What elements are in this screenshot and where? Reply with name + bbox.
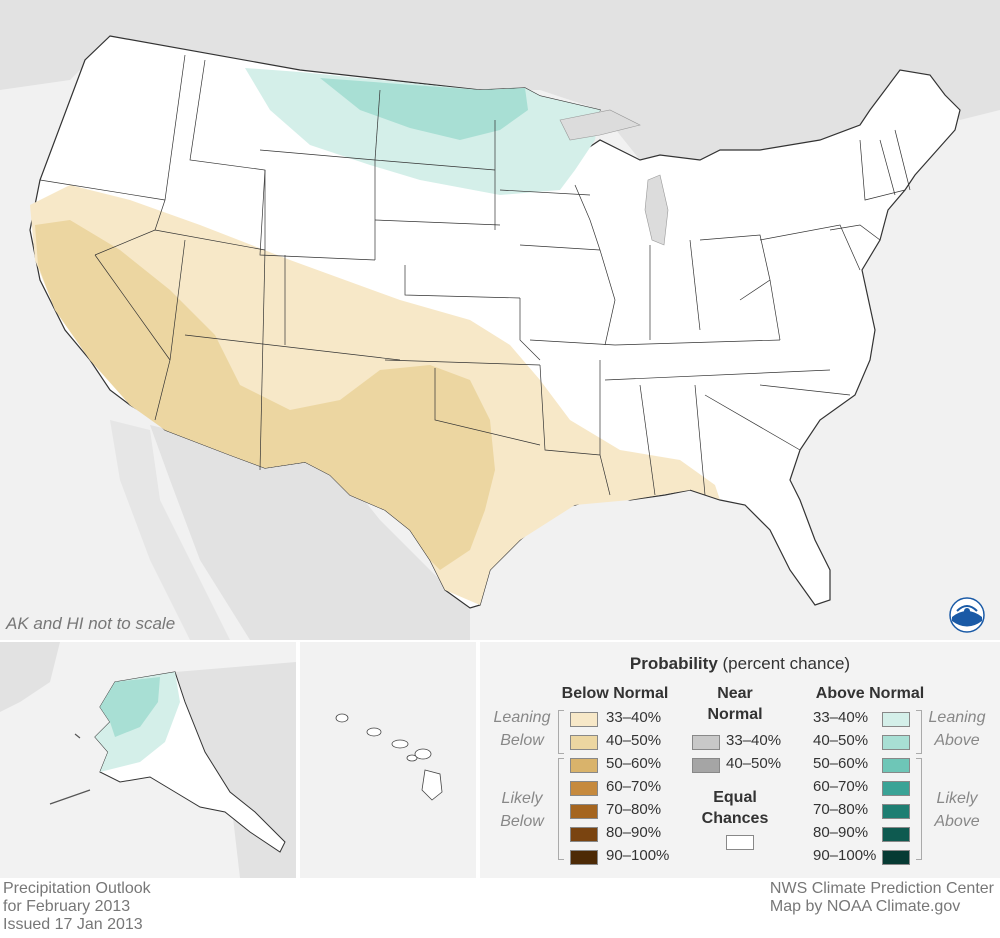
below-normal-item-swatch bbox=[570, 827, 598, 842]
leaning-above-line1: Leaning bbox=[928, 709, 986, 726]
lake-superior bbox=[559, 109, 641, 141]
below-normal-item-swatch bbox=[570, 735, 598, 750]
likely-below-line2: Below bbox=[500, 813, 544, 830]
above-normal-item-label: 90–100% bbox=[813, 847, 877, 864]
below-normal-item-label: 60–70% bbox=[606, 778, 662, 795]
likely-above-bracket bbox=[916, 758, 922, 860]
above-normal-heading: Above Normal bbox=[815, 685, 925, 702]
above-normal-item-swatch bbox=[882, 735, 910, 750]
leaning-below-label: Leaning Below bbox=[482, 706, 562, 752]
above-normal-item-swatch bbox=[882, 827, 910, 842]
leaning-above-label: Leaning Above bbox=[917, 706, 997, 752]
alaska-inset bbox=[0, 642, 296, 878]
above-normal-item-label: 60–70% bbox=[813, 778, 869, 795]
footer-right-line1: NWS Climate Prediction Center bbox=[769, 880, 994, 897]
alaska-above-40-50 bbox=[100, 677, 160, 737]
below-normal-item-label: 80–90% bbox=[606, 824, 662, 841]
above-normal-item-swatch bbox=[882, 712, 910, 727]
likely-above-line2: Above bbox=[934, 813, 980, 830]
below-normal-item-swatch bbox=[570, 712, 598, 727]
near-normal-item-swatch bbox=[692, 758, 720, 773]
leaning-below-line1: Leaning bbox=[493, 709, 551, 726]
footer-left-line1: Precipitation Outlook bbox=[3, 880, 151, 897]
asia-land bbox=[0, 642, 60, 712]
near-heading-line1: Near bbox=[717, 685, 753, 702]
footer-left-line2: for February 2013 bbox=[3, 898, 131, 915]
lake-michigan bbox=[644, 174, 669, 246]
footer-left-line3: Issued 17 Jan 2013 bbox=[3, 916, 143, 933]
likely-below-bracket bbox=[558, 758, 564, 860]
below-normal-item-label: 40–50% bbox=[606, 732, 662, 749]
canada-land bbox=[0, 0, 1000, 160]
below-normal-item-label: 70–80% bbox=[606, 801, 662, 818]
equal-heading-line2: Chances bbox=[701, 810, 769, 827]
state-boundaries bbox=[39, 54, 911, 501]
leaning-below-bracket bbox=[558, 710, 564, 754]
leaning-above-line2: Above bbox=[934, 732, 980, 749]
conus-map-svg bbox=[0, 0, 1000, 640]
legend-title-bold: Probability bbox=[629, 654, 718, 673]
equal-chances-swatch bbox=[726, 835, 754, 850]
above-40-50-region bbox=[320, 78, 528, 140]
leaning-above-bracket bbox=[916, 710, 922, 754]
likely-below-label: Likely Below bbox=[482, 787, 562, 833]
near-normal-item-label: 40–50% bbox=[726, 755, 782, 772]
legend: Probability (percent chance) Below Norma… bbox=[480, 642, 1000, 878]
below-normal-item-swatch bbox=[570, 850, 598, 865]
hawaii-islands bbox=[335, 713, 443, 801]
leaning-below-line2: Below bbox=[500, 732, 544, 749]
likely-above-line1: Likely bbox=[936, 790, 978, 807]
legend-title: Probability (percent chance) bbox=[480, 654, 1000, 674]
above-normal-item-swatch bbox=[882, 758, 910, 773]
below-normal-item-swatch bbox=[570, 781, 598, 796]
aleutian-islands bbox=[49, 733, 91, 805]
footer-right-line2: Map by NOAA Climate.gov bbox=[769, 898, 961, 915]
near-normal-heading: Near Normal bbox=[690, 683, 780, 725]
above-normal-item-label: 33–40% bbox=[813, 709, 869, 726]
below-normal-item-swatch bbox=[570, 804, 598, 819]
baja-land bbox=[110, 420, 230, 640]
mexico-land bbox=[150, 425, 470, 640]
likely-above-label: Likely Above bbox=[917, 787, 997, 833]
footer-right: NWS Climate Prediction Center Map by NOA… bbox=[770, 880, 994, 916]
hawaii-inset bbox=[300, 642, 476, 878]
alaska-map-svg bbox=[0, 642, 296, 878]
legend-title-rest: (percent chance) bbox=[717, 654, 851, 673]
above-normal-item-label: 40–50% bbox=[813, 732, 869, 749]
hawaii-map-svg bbox=[335, 713, 443, 801]
equal-heading-line1: Equal bbox=[713, 789, 757, 806]
near-normal-item-swatch bbox=[692, 735, 720, 750]
above-normal-item-label: 70–80% bbox=[813, 801, 869, 818]
below-normal-item-swatch bbox=[570, 758, 598, 773]
noaa-logo-icon bbox=[949, 597, 985, 633]
equal-chances-heading: Equal Chances bbox=[690, 787, 780, 829]
below-normal-item-label: 90–100% bbox=[606, 847, 670, 864]
footer-left: Precipitation Outlook for February 2013 … bbox=[3, 880, 151, 934]
likely-below-line1: Likely bbox=[501, 790, 543, 807]
scale-note: AK and HI not to scale bbox=[6, 614, 176, 633]
below-normal-item-label: 33–40% bbox=[606, 709, 662, 726]
conus-map: AK and HI not to scale bbox=[0, 0, 1000, 640]
below-normal-item-label: 50–60% bbox=[606, 755, 662, 772]
above-normal-item-label: 50–60% bbox=[813, 755, 869, 772]
below-40-50-region bbox=[35, 220, 495, 570]
above-normal-item-label: 80–90% bbox=[813, 824, 869, 841]
above-normal-item-swatch bbox=[882, 850, 910, 865]
above-normal-item-swatch bbox=[882, 781, 910, 796]
near-normal-item-label: 33–40% bbox=[726, 732, 782, 749]
above-normal-item-swatch bbox=[882, 804, 910, 819]
below-normal-heading: Below Normal bbox=[561, 685, 669, 702]
near-heading-line2: Normal bbox=[707, 706, 763, 723]
